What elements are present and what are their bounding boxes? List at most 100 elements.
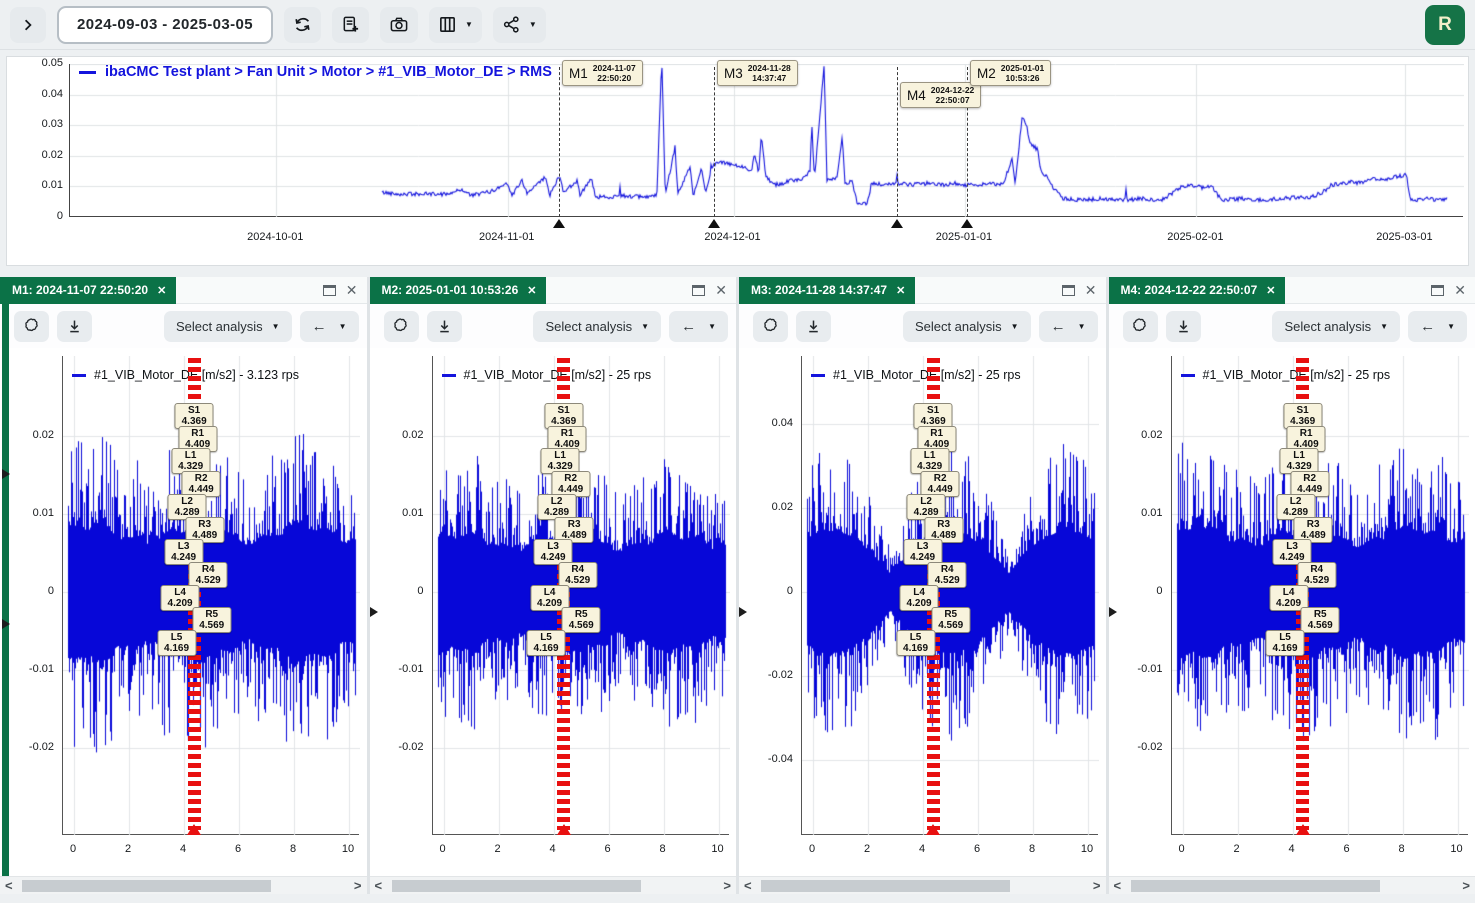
overview-y-tick: 0.03 [9, 118, 63, 130]
analysis-shape-button[interactable] [384, 311, 419, 342]
scroll-right-icon[interactable]: > [1093, 877, 1101, 894]
maximize-icon[interactable] [692, 285, 705, 296]
scroll-left-icon[interactable]: < [375, 877, 383, 894]
navigate-back-dropdown[interactable]: ← ▼ [669, 311, 728, 342]
waveform-x-tick: 0 [1178, 843, 1184, 855]
marker-flag-m3[interactable]: M32024-11-2814:37:47 [717, 60, 798, 86]
download-button[interactable] [1166, 311, 1201, 342]
cursor-marker[interactable] [187, 824, 201, 835]
selected-panel-strip[interactable] [2, 304, 9, 876]
scroll-left-icon[interactable]: < [5, 877, 13, 894]
waveform-x-tick: 10 [1081, 843, 1093, 855]
marker-handle-m4[interactable] [891, 219, 903, 228]
marker-flag-m2[interactable]: M22025-01-0110:53:26 [970, 60, 1051, 86]
maximize-icon[interactable] [323, 285, 336, 296]
waveform-chart: #1_VIB_Motor_DE [m/s2] - 3.123 rps S14.3… [0, 348, 367, 876]
date-range-input[interactable]: 2024-09-03 - 2025-03-05 [57, 6, 273, 44]
cursor-marker[interactable] [557, 824, 571, 835]
cursor-label-l5[interactable]: L54.169 [157, 630, 196, 656]
horizontal-scrollbar[interactable]: < > [1109, 876, 1475, 894]
tab-close-icon[interactable]: ✕ [157, 284, 166, 297]
waveform-y-tick: 0.04 [741, 417, 793, 429]
maximize-icon[interactable] [1431, 285, 1444, 296]
cursor-label-l5[interactable]: L54.169 [1266, 630, 1305, 656]
waveform-plot[interactable]: S14.369R14.409L14.329R24.449L24.289R34.4… [432, 356, 729, 835]
screenshot-button[interactable] [380, 7, 418, 43]
splitter-handle-icon[interactable] [370, 607, 378, 617]
scroll-right-icon[interactable]: > [354, 877, 362, 894]
add-report-button[interactable] [332, 7, 369, 43]
refresh-button[interactable] [284, 7, 321, 43]
scroll-right-icon[interactable]: > [723, 877, 731, 894]
scrollbar-thumb[interactable] [392, 880, 641, 892]
navigate-back-dropdown[interactable]: ← ▼ [300, 311, 359, 342]
panel-close-icon[interactable]: ✕ [346, 283, 358, 297]
waveform-plot[interactable]: S14.369R14.409L14.329R24.449L24.289R34.4… [62, 356, 359, 835]
analysis-shape-button[interactable] [753, 311, 788, 342]
share-dropdown[interactable]: ▼ [493, 7, 546, 43]
select-analysis-dropdown[interactable]: Select analysis ▼ [533, 311, 661, 342]
horizontal-scrollbar[interactable]: < > [370, 876, 737, 894]
layout-columns-dropdown[interactable]: ▼ [429, 7, 482, 43]
cursor-label-r5[interactable]: R54.569 [562, 607, 601, 633]
cursor-label-l5[interactable]: L54.169 [527, 630, 566, 656]
splitter-handle-icon[interactable] [1109, 607, 1117, 617]
waveform-x-tick: 6 [235, 843, 241, 855]
navigate-back-dropdown[interactable]: ← ▼ [1408, 311, 1467, 342]
cursor-label-name: R4 [1304, 564, 1329, 575]
splitter-handle-icon[interactable] [739, 607, 747, 617]
waveform-plot[interactable]: S14.369R14.409L14.329R24.449L24.289R34.4… [801, 356, 1098, 835]
cursor-label-name: R1 [1294, 428, 1319, 439]
navigate-back-dropdown[interactable]: ← ▼ [1039, 311, 1098, 342]
expand-sidebar-button[interactable] [10, 7, 46, 43]
cursor-label-value: 4.209 [168, 598, 193, 609]
panel-close-icon[interactable]: ✕ [715, 283, 727, 297]
marker-flag-m4[interactable]: M42024-12-2222:50:07 [900, 82, 981, 108]
splitter-handle-icon[interactable] [2, 469, 10, 479]
scroll-right-icon[interactable]: > [1462, 877, 1470, 894]
scrollbar-thumb[interactable] [22, 880, 271, 892]
select-analysis-dropdown[interactable]: Select analysis ▼ [903, 311, 1031, 342]
overview-plot[interactable] [69, 64, 1463, 217]
scrollbar-thumb[interactable] [1131, 880, 1380, 892]
panel-tab-m4[interactable]: M4: 2024-12-22 22:50:07 ✕ [1109, 277, 1286, 304]
splitter-handle-icon[interactable] [2, 619, 10, 629]
horizontal-scrollbar[interactable]: < > [0, 876, 367, 894]
marker-datetime: 2024-12-2222:50:07 [931, 85, 974, 105]
marker-handle-m1[interactable] [553, 219, 565, 228]
marker-handle-m3[interactable] [708, 219, 720, 228]
panel-tab-m1[interactable]: M1: 2024-11-07 22:50:20 ✕ [0, 277, 176, 304]
panel-close-icon[interactable]: ✕ [1454, 283, 1466, 297]
cursor-label-r5[interactable]: R54.569 [192, 607, 231, 633]
scroll-left-icon[interactable]: < [1114, 877, 1122, 894]
horizontal-scrollbar[interactable]: < > [739, 876, 1106, 894]
marker-flag-m1[interactable]: M12024-11-0722:50:20 [562, 60, 643, 86]
cursor-label-r5[interactable]: R54.569 [931, 607, 970, 633]
select-analysis-dropdown[interactable]: Select analysis ▼ [1272, 311, 1400, 342]
cursor-label-r5[interactable]: R54.569 [1301, 607, 1340, 633]
user-avatar-button[interactable]: R [1425, 5, 1465, 45]
waveform-plot[interactable]: S14.369R14.409L14.329R24.449L24.289R34.4… [1171, 356, 1468, 835]
analysis-shape-button[interactable] [14, 311, 49, 342]
maximize-icon[interactable] [1062, 285, 1075, 296]
download-button[interactable] [796, 311, 831, 342]
tab-close-icon[interactable]: ✕ [1266, 284, 1275, 297]
panel-close-icon[interactable]: ✕ [1085, 283, 1097, 297]
cursor-label-l5[interactable]: L54.169 [896, 630, 935, 656]
waveform-y-tick: 0.02 [741, 501, 793, 513]
scroll-left-icon[interactable]: < [744, 877, 752, 894]
cursor-label-value: 4.169 [903, 643, 928, 654]
cursor-marker[interactable] [1296, 824, 1310, 835]
tab-close-icon[interactable]: ✕ [527, 284, 536, 297]
download-button[interactable] [57, 311, 92, 342]
panel-tab-m3[interactable]: M3: 2024-11-28 14:37:47 ✕ [739, 277, 915, 304]
tab-close-icon[interactable]: ✕ [896, 284, 905, 297]
download-button[interactable] [427, 311, 462, 342]
select-analysis-label: Select analysis [176, 319, 263, 334]
cursor-marker[interactable] [926, 824, 940, 835]
analysis-shape-button[interactable] [1123, 311, 1158, 342]
panel-tab-m2[interactable]: M2: 2025-01-01 10:53:26 ✕ [370, 277, 547, 304]
select-analysis-dropdown[interactable]: Select analysis ▼ [164, 311, 292, 342]
marker-handle-m2[interactable] [961, 219, 973, 228]
scrollbar-thumb[interactable] [761, 880, 1010, 892]
